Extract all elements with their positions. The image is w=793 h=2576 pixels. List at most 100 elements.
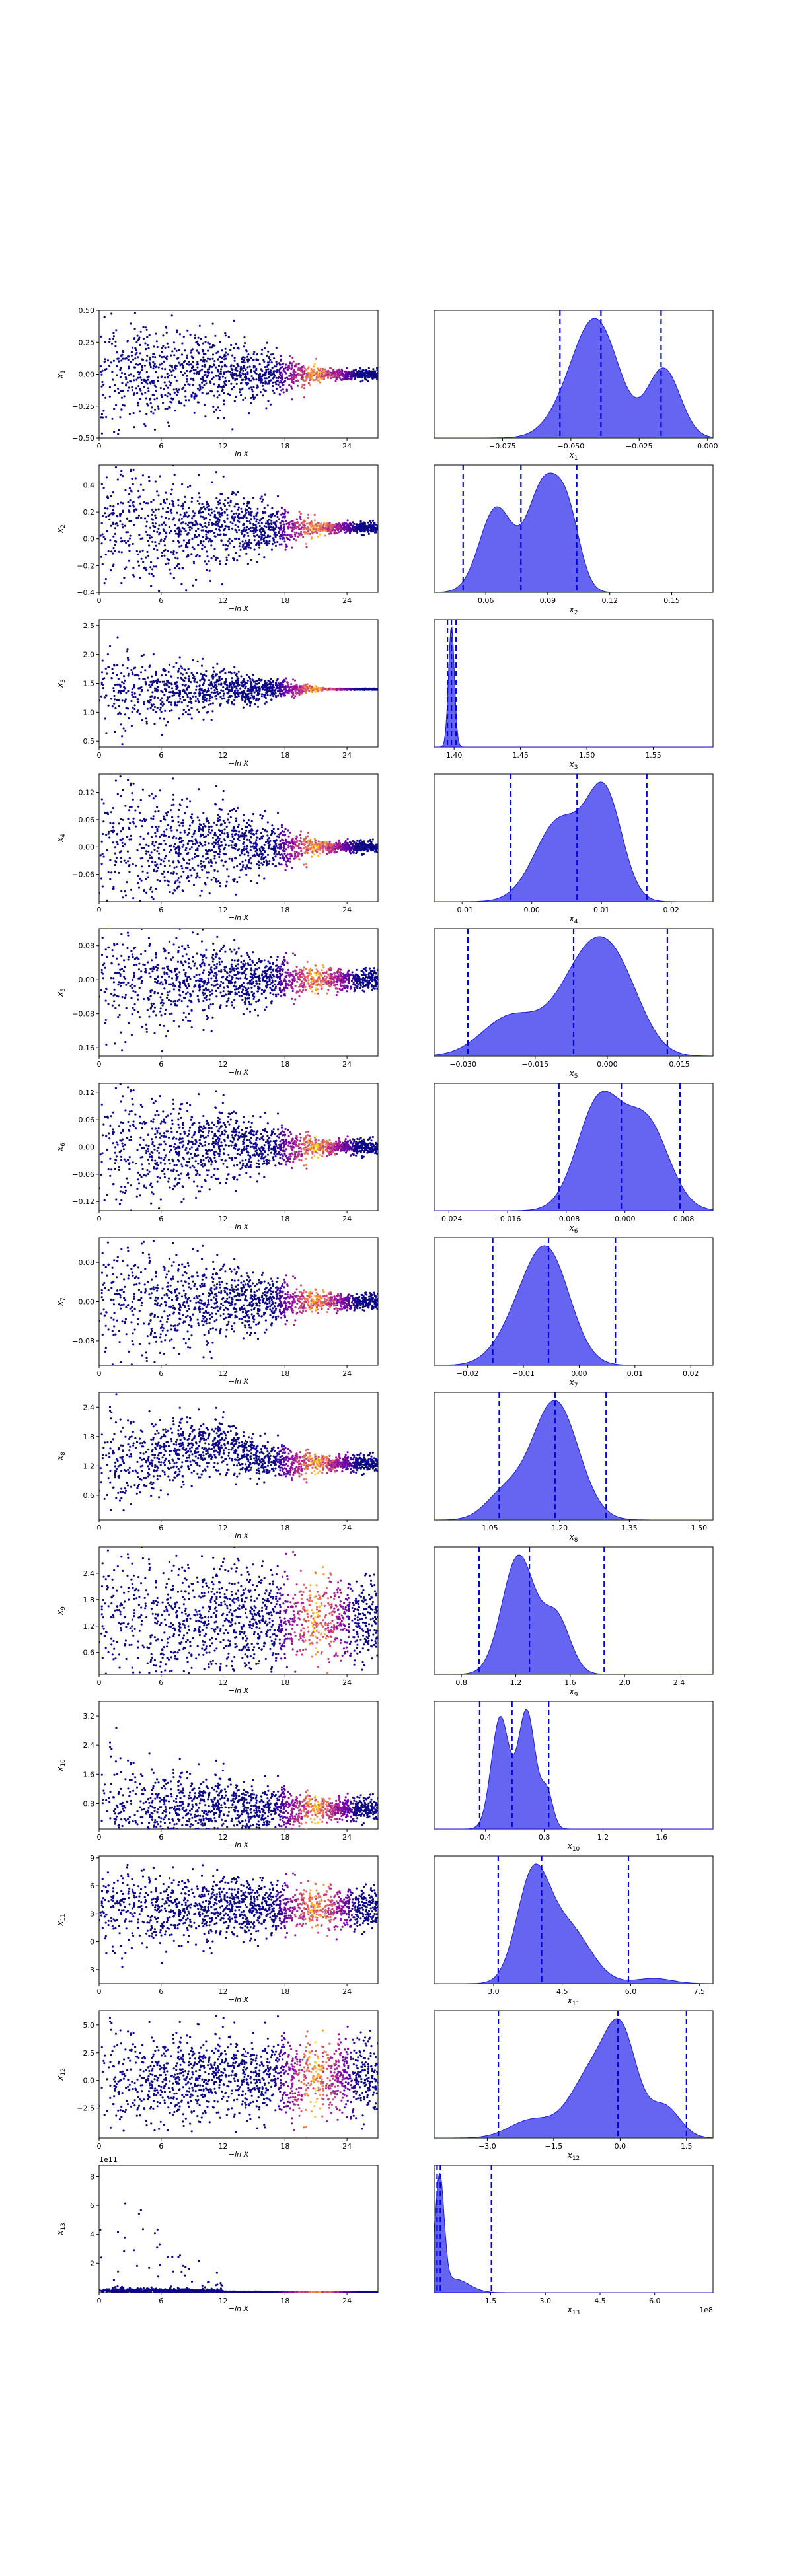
trace-3-point xyxy=(314,690,317,694)
trace-3-point xyxy=(163,680,166,683)
trace-1-point xyxy=(272,385,274,388)
trace-3-point xyxy=(199,692,202,695)
trace-2-point xyxy=(263,534,266,537)
trace-3-point xyxy=(307,687,309,690)
trace-2-point xyxy=(196,500,199,503)
trace-3-point xyxy=(252,674,254,676)
trace-1-point xyxy=(122,351,125,353)
trace-2-point xyxy=(270,522,272,525)
trace-2-point xyxy=(198,534,200,536)
trace-4-point xyxy=(120,795,122,798)
trace-2-point xyxy=(127,540,130,542)
trace-1-point xyxy=(117,357,120,360)
trace-1-point xyxy=(233,386,235,389)
trace-1-point xyxy=(313,365,315,368)
trace-2-point xyxy=(174,524,176,527)
trace-3-point xyxy=(268,680,271,683)
trace-2-point xyxy=(280,524,282,527)
trace-2-point xyxy=(230,510,233,513)
trace-3-point xyxy=(267,679,270,682)
trace-3-point xyxy=(209,702,212,705)
trace-2-point xyxy=(112,604,114,606)
trace-2-point xyxy=(234,516,237,519)
trace-1-point xyxy=(337,375,340,378)
trace-1-point xyxy=(118,360,120,363)
trace-2-point xyxy=(280,513,283,516)
trace-2-point xyxy=(184,515,187,517)
trace-3-point xyxy=(176,704,178,707)
trace-3-point xyxy=(163,694,166,696)
trace-3-point xyxy=(260,693,264,696)
trace-4-point xyxy=(266,834,269,837)
trace-2-point xyxy=(175,551,178,554)
trace-1-point xyxy=(284,377,287,380)
trace-2-point xyxy=(192,560,195,563)
trace-2-point xyxy=(124,524,126,527)
trace-1-point xyxy=(184,399,187,402)
trace-2-point xyxy=(143,566,146,569)
trace-2-point xyxy=(205,563,208,566)
trace-3-point xyxy=(231,701,233,703)
trace-1-point xyxy=(204,336,207,338)
trace-2-point xyxy=(130,520,133,522)
trace-1-point xyxy=(128,386,130,389)
trace-1-point xyxy=(202,359,205,361)
trace-3-point xyxy=(221,669,225,672)
trace-1-point xyxy=(136,392,139,395)
trace-1-point xyxy=(166,342,169,345)
posterior-3-x-tick-label: 1.45 xyxy=(512,751,529,760)
trace-1-point xyxy=(120,359,123,362)
trace-2-point xyxy=(215,507,218,509)
trace-1-point xyxy=(145,287,147,289)
trace-1-point xyxy=(278,369,280,372)
trace-2-point xyxy=(140,517,143,519)
trace-1-point xyxy=(288,367,291,369)
trace-4-point xyxy=(236,865,239,867)
trace-1-point xyxy=(206,376,208,378)
trace-2-point xyxy=(223,505,226,507)
trace-3-point xyxy=(208,690,210,692)
trace-3-point xyxy=(114,698,116,701)
trace-2-point xyxy=(238,513,241,515)
trace-3-point xyxy=(105,732,108,734)
trace-3-point xyxy=(293,697,295,699)
trace-1-point xyxy=(291,362,293,365)
trace-3-point xyxy=(151,684,153,686)
trace-3-point xyxy=(228,686,231,688)
trace-1-point xyxy=(295,363,298,366)
trace-2-point xyxy=(194,520,197,522)
trace-1-point xyxy=(253,370,256,373)
trace-1-point xyxy=(143,423,146,426)
trace-1-point xyxy=(220,368,223,371)
trace-4-point xyxy=(119,775,122,778)
trace-2-point xyxy=(288,534,291,536)
trace-2-point xyxy=(177,499,180,501)
trace-3-point xyxy=(326,688,328,690)
trace-3-point xyxy=(275,679,278,682)
trace-2-point xyxy=(303,531,305,534)
trace-3-point xyxy=(227,671,230,674)
trace-1-point xyxy=(212,376,215,379)
trace-2-point xyxy=(116,515,119,517)
trace-1-point xyxy=(311,375,313,377)
trace-2-point xyxy=(278,518,280,520)
trace-1-point xyxy=(233,400,236,402)
trace-4-point xyxy=(119,910,121,912)
trace-3-point xyxy=(242,696,245,698)
trace-1-point xyxy=(120,408,123,411)
trace-2-point xyxy=(219,526,222,528)
trace-4-point xyxy=(229,810,231,812)
trace-2-point xyxy=(310,526,313,528)
trace-1-point xyxy=(137,371,139,374)
trace-1-point xyxy=(278,381,281,384)
trace-3-point xyxy=(177,670,180,673)
trace-1-point xyxy=(327,376,330,378)
trace-2-point xyxy=(100,522,103,524)
trace-4-point xyxy=(249,857,252,859)
trace-1-point xyxy=(251,390,254,393)
trace-3-point xyxy=(131,711,133,713)
trace-1-point xyxy=(216,396,219,399)
trace-2-point xyxy=(280,534,283,536)
trace-2-point xyxy=(217,503,220,506)
trace-2-point xyxy=(356,531,359,534)
